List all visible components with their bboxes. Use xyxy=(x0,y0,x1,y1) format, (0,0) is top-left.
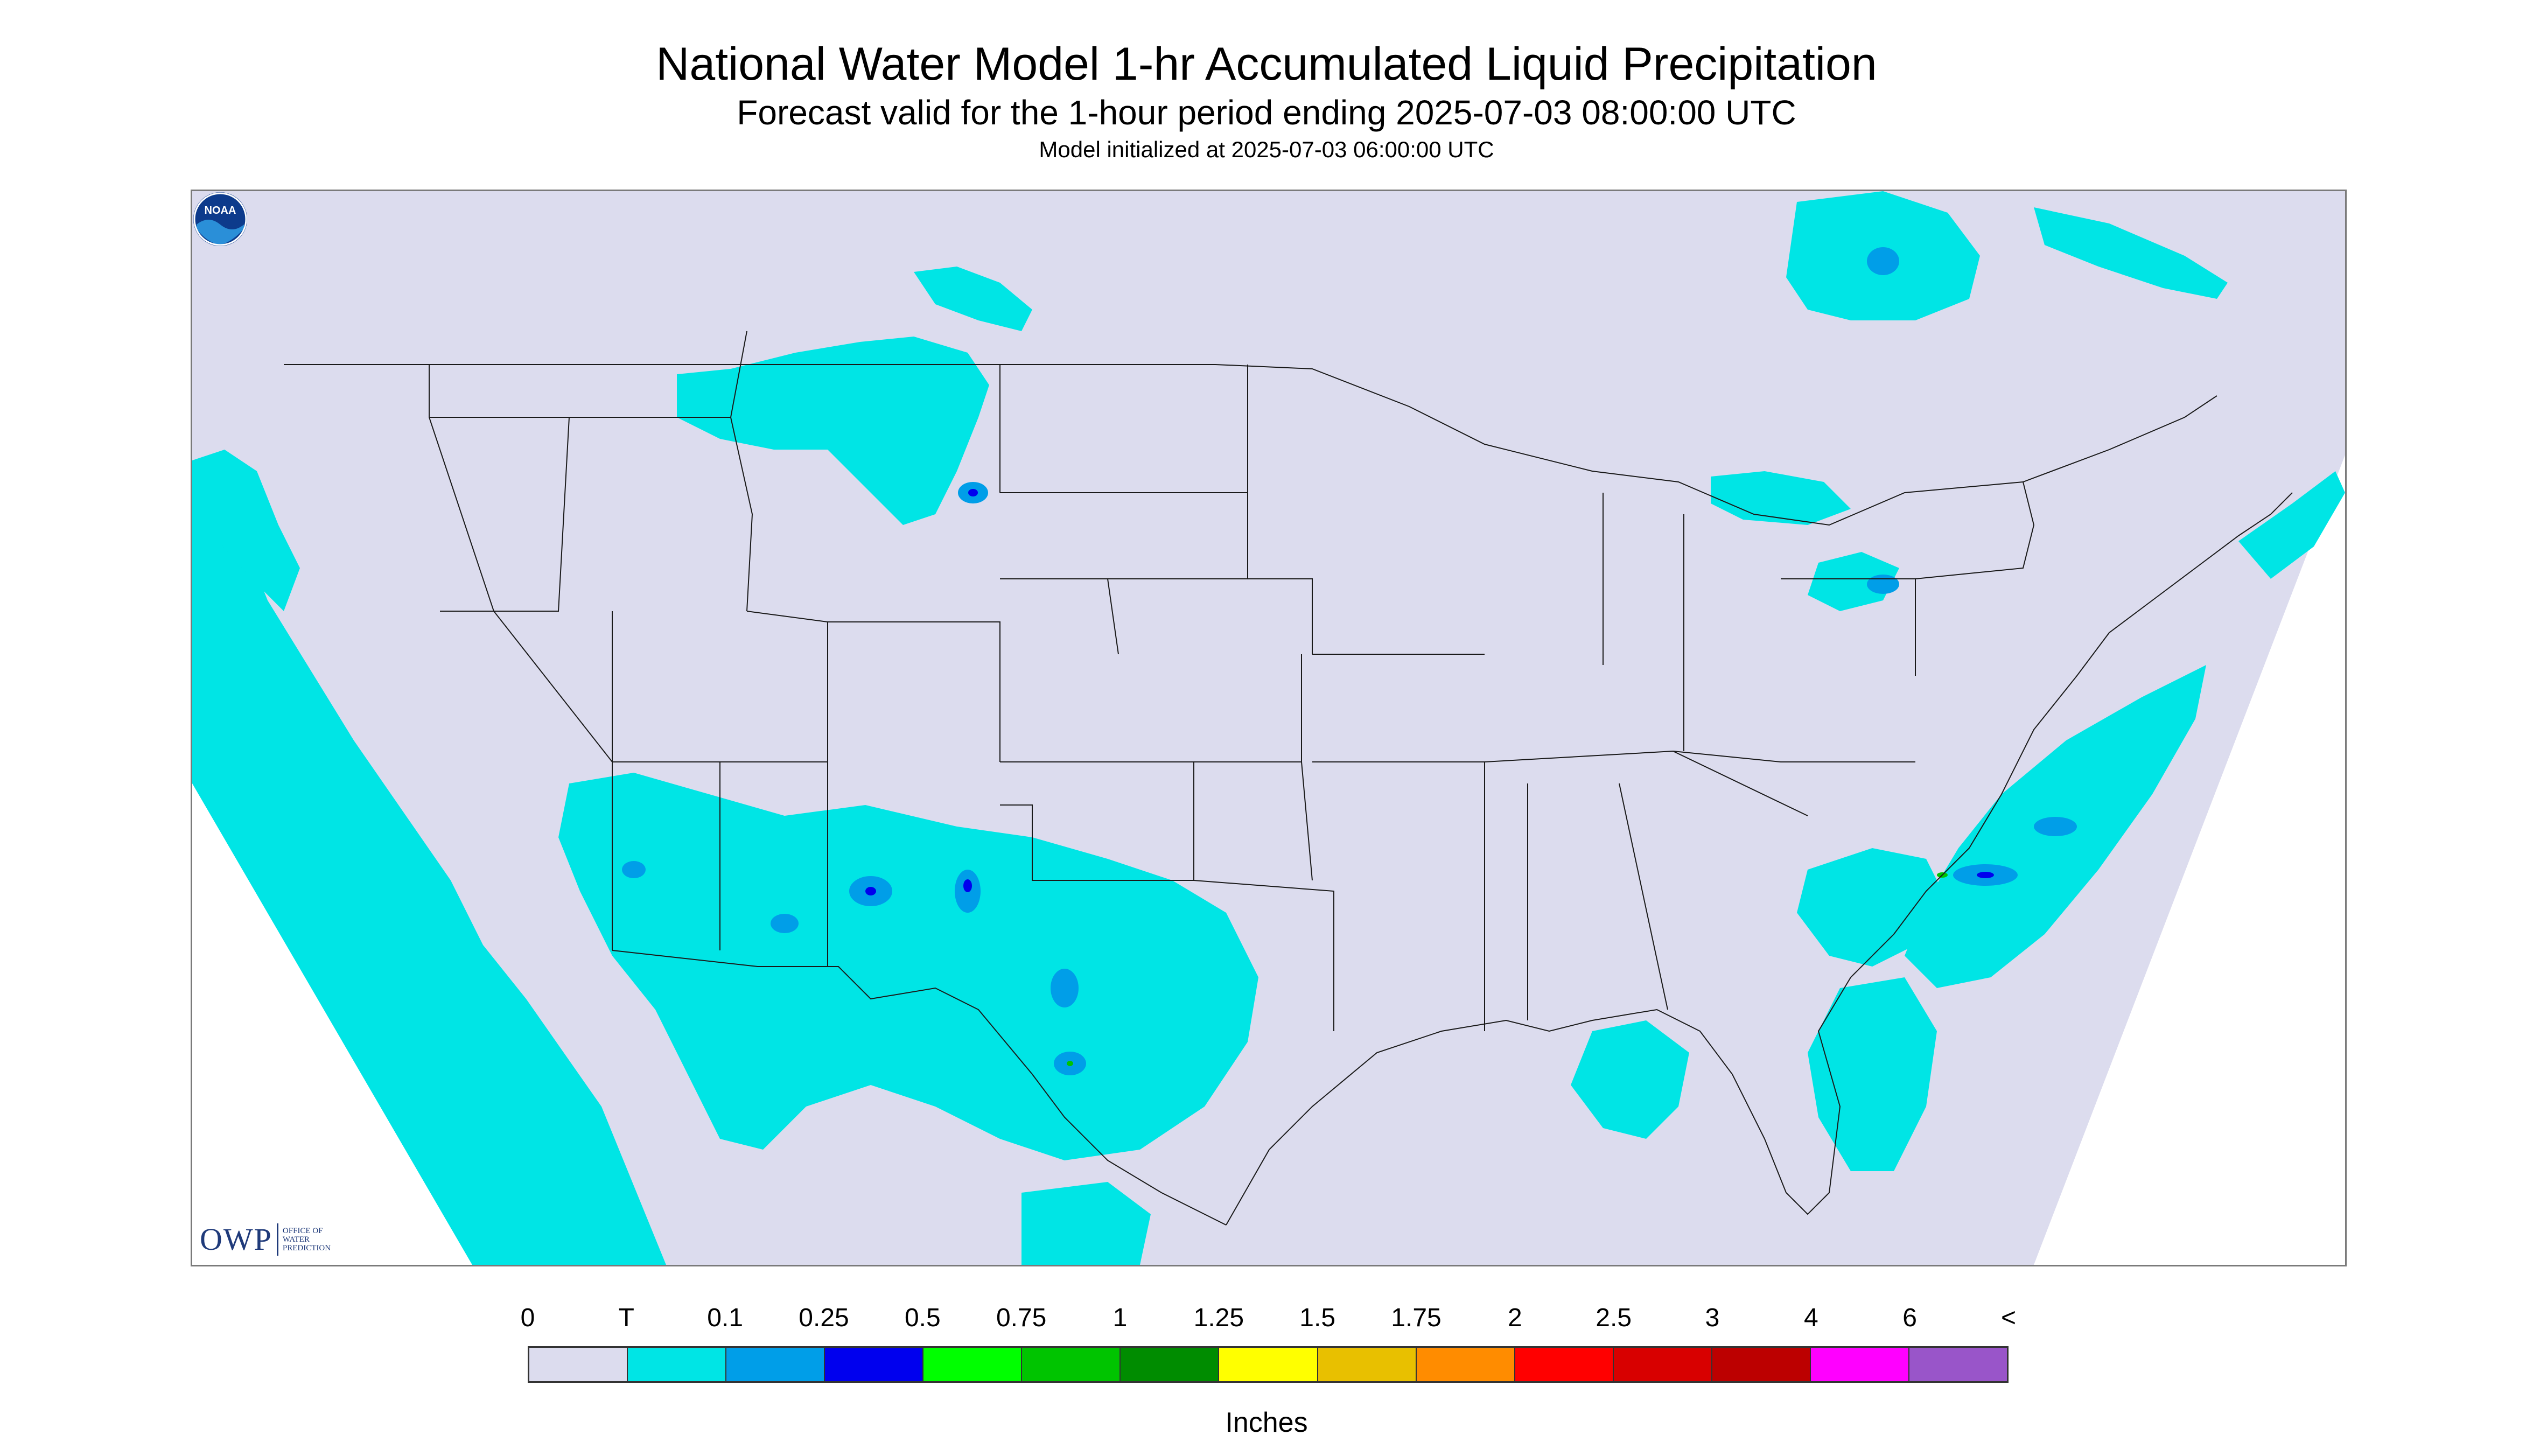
precip-cell xyxy=(2034,817,2077,836)
precip-cell xyxy=(771,914,799,933)
owp-logo-text: OFFICE OF WATER PREDICTION xyxy=(283,1227,331,1252)
svg-text:NOAA: NOAA xyxy=(205,205,236,216)
legend-tick-label: 0 xyxy=(520,1304,535,1332)
legend-tick-label: 2 xyxy=(1507,1304,1522,1332)
precip-west-coast-north xyxy=(192,450,300,611)
legend-units: Inches xyxy=(1225,1407,1308,1438)
legend-swatch xyxy=(1712,1348,1811,1381)
model-init-time: Model initialized at 2025-07-03 06:00:00… xyxy=(1039,137,1494,162)
precip-cell xyxy=(1867,575,1899,594)
noaa-logo-icon: NOAA xyxy=(193,192,247,246)
boundary-line xyxy=(429,331,2035,1031)
precipitation-map: OWP OFFICE OF WATER PREDICTION NOAA xyxy=(191,190,2347,1266)
precip-florida xyxy=(1571,1020,1689,1139)
precip-cell xyxy=(622,861,646,878)
precip-core xyxy=(1977,872,1994,878)
legend-swatch xyxy=(529,1348,628,1381)
precip-cell xyxy=(1867,247,1899,275)
precip-cell xyxy=(1051,969,1079,1007)
precip-florida-offshore xyxy=(1808,977,1937,1171)
us-canada-border xyxy=(284,364,2217,526)
legend-swatch xyxy=(1022,1348,1121,1381)
legend-swatch xyxy=(1909,1348,2007,1381)
legend-tick-label: 1.5 xyxy=(1299,1304,1336,1332)
legend-swatch xyxy=(628,1348,727,1381)
legend-tick-label: 2.5 xyxy=(1596,1304,1632,1332)
legend-swatch xyxy=(726,1348,825,1381)
legend-swatch xyxy=(1416,1348,1515,1381)
precip-montana-band xyxy=(914,267,1032,331)
map-subtitle: Forecast valid for the 1-hour period end… xyxy=(737,93,1796,132)
legend-swatch xyxy=(1121,1348,1220,1381)
owp-line2: WATER xyxy=(282,1235,310,1244)
owp-logo-divider xyxy=(276,1223,278,1256)
legend-swatch xyxy=(1318,1348,1417,1381)
legend-tick-label: 0.25 xyxy=(799,1304,849,1332)
legend-swatch xyxy=(923,1348,1023,1381)
legend-tick-label: 1 xyxy=(1112,1304,1128,1332)
precipitation-color-legend xyxy=(528,1346,2009,1383)
owp-logo: OWP OFFICE OF WATER PREDICTION xyxy=(200,1221,331,1257)
precip-pacific-swath xyxy=(192,471,666,1265)
precip-peak xyxy=(1067,1061,1073,1066)
precip-west-ne-coast xyxy=(2238,471,2345,579)
legend-tick-label: 0.5 xyxy=(904,1304,941,1332)
legend-swatch xyxy=(1515,1348,1614,1381)
precip-northern-plains xyxy=(677,337,989,525)
legend-swatch xyxy=(1613,1348,1712,1381)
legend-swatch xyxy=(825,1348,924,1381)
owp-line1: OFFICE OF xyxy=(282,1226,323,1235)
owp-logo-letters: OWP xyxy=(200,1222,272,1257)
precip-canada-east xyxy=(2034,207,2228,299)
us-mexico-border xyxy=(612,950,1227,1226)
owp-line3: PREDICTION xyxy=(282,1243,331,1252)
precip-southeast-coast xyxy=(1797,848,1948,967)
precip-core xyxy=(968,489,978,496)
precip-mexico-gulf xyxy=(1021,1182,1151,1265)
precip-core xyxy=(963,879,972,892)
gulf-coast xyxy=(1226,492,2293,1226)
legend-tick-label: 1.75 xyxy=(1391,1304,1442,1332)
legend-tick-label: 0.1 xyxy=(707,1304,744,1332)
precip-core xyxy=(865,887,876,895)
legend-swatch xyxy=(1810,1348,1909,1381)
map-canvas xyxy=(192,191,2345,1265)
legend-tick-label: T xyxy=(618,1304,634,1332)
legend-tick-label: < xyxy=(2000,1304,2017,1332)
precip-erie xyxy=(1808,552,1899,611)
legend-tick-labels: 0 T 0.1 0.25 0.5 0.75 1 1.25 1.5 1.75 2 2.5 3 4 6 < xyxy=(521,1303,2016,1335)
precip-great-lakes xyxy=(1711,471,1851,525)
map-title: National Water Model 1-hr Accumulated Li… xyxy=(656,38,1877,90)
legend-tick-label: 6 xyxy=(1902,1304,1918,1332)
legend-swatch xyxy=(1219,1348,1318,1381)
precip-moderate-areas xyxy=(865,489,1994,895)
legend-tick-label: 4 xyxy=(1803,1304,1818,1332)
legend-tick-label: 3 xyxy=(1705,1304,1720,1332)
legend-tick-label: 0.75 xyxy=(996,1304,1047,1332)
state-boundaries xyxy=(284,331,2293,1226)
legend-tick-label: 1.25 xyxy=(1193,1304,1244,1332)
